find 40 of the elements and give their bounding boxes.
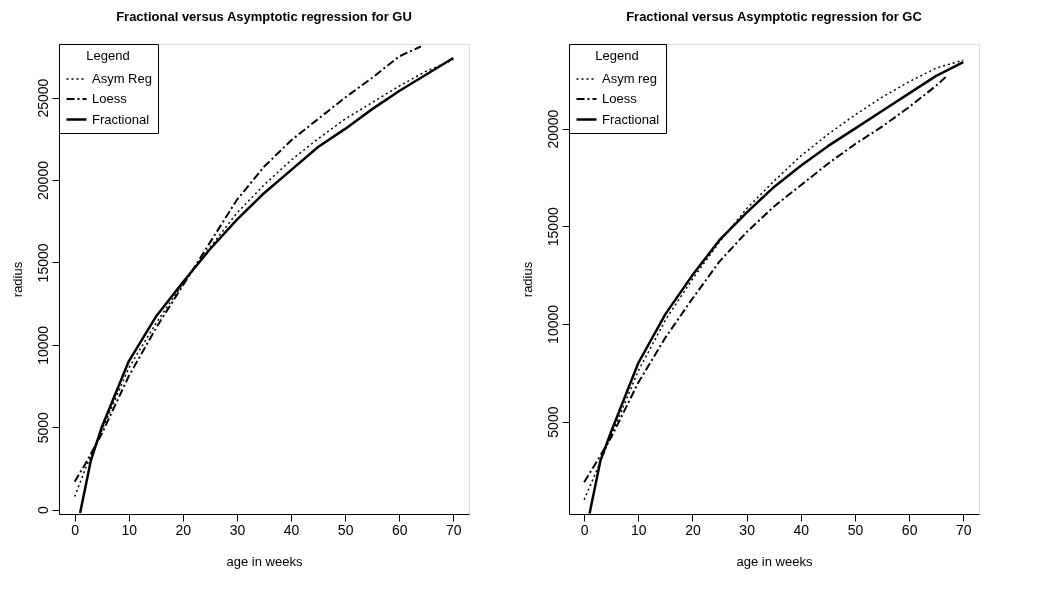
x-tick-label: 60 bbox=[391, 521, 408, 538]
x-tick-label: 70 bbox=[956, 521, 972, 538]
x-tick-label: 50 bbox=[847, 521, 864, 538]
y-tick-label: 10000 bbox=[34, 325, 51, 365]
legend-label: Fractional bbox=[602, 111, 660, 127]
legend-label: Asym Reg bbox=[92, 71, 152, 86]
y-tick-label: 10000 bbox=[544, 304, 561, 344]
x-tick-label: 50 bbox=[337, 521, 354, 538]
x-tick-label: 10 bbox=[121, 521, 138, 538]
x-axis-title: age in weeks bbox=[736, 553, 813, 569]
y-tick-label: 20000 bbox=[544, 109, 561, 149]
y-axis-title: radius bbox=[9, 261, 25, 298]
chart-title: Fractional versus Asymptotic regression for GU bbox=[116, 8, 412, 24]
legend-label: Asym reg bbox=[602, 71, 657, 86]
x-axis-title: age in weeks bbox=[226, 553, 303, 569]
x-tick-label: 60 bbox=[901, 521, 918, 538]
y-tick-label: 0 bbox=[34, 506, 51, 515]
legend-title: Legend bbox=[86, 48, 130, 63]
y-tick-label: 5000 bbox=[34, 412, 51, 444]
x-tick-label: 30 bbox=[739, 521, 756, 538]
x-tick-label: 40 bbox=[793, 521, 810, 538]
x-tick-label: 20 bbox=[175, 521, 192, 538]
x-tick-label: 20 bbox=[685, 521, 701, 538]
y-tick-label: 20000 bbox=[34, 160, 51, 200]
chart-title: Fractional versus Asymptotic regression for GC bbox=[626, 8, 923, 24]
x-tick-label: 40 bbox=[283, 521, 300, 538]
legend-label: Loess bbox=[602, 91, 638, 106]
y-tick-label: 15000 bbox=[34, 243, 51, 283]
x-tick-label: 10 bbox=[631, 521, 647, 538]
y-tick-label: 15000 bbox=[544, 207, 561, 247]
x-tick-label: 70 bbox=[446, 521, 462, 538]
x-tick-label: 30 bbox=[229, 521, 246, 538]
x-tick-label: 0 bbox=[580, 521, 589, 538]
y-tick-label: 25000 bbox=[34, 78, 51, 118]
legend-label: Fractional bbox=[92, 111, 150, 127]
y-axis-title: radius bbox=[519, 261, 535, 298]
legend-label: Loess bbox=[92, 91, 128, 106]
legend-title: Legend bbox=[595, 48, 639, 63]
x-tick-label: 0 bbox=[71, 521, 80, 538]
y-tick-label: 5000 bbox=[544, 406, 561, 438]
